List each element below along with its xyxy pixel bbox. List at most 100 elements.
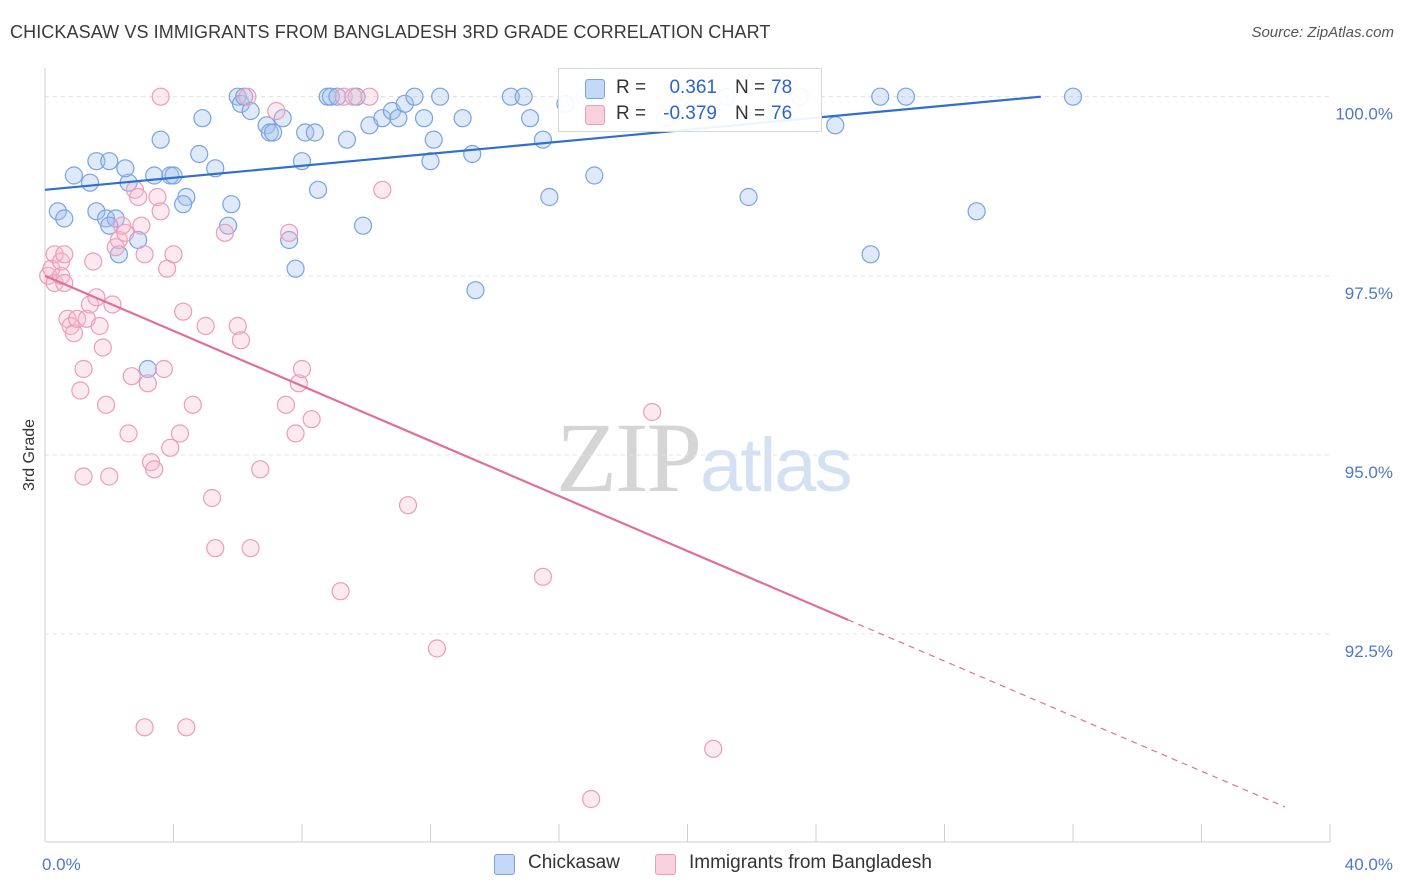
- legend-label: Immigrants from Bangladesh: [689, 852, 932, 873]
- chickasaw-point: [263, 123, 283, 142]
- n-label: N =: [735, 103, 766, 124]
- chickasaw-point: [273, 109, 292, 128]
- chickasaw-point: [48, 202, 67, 221]
- bangladesh-point: [148, 187, 167, 207]
- bangladesh-point: [161, 438, 180, 457]
- bangladesh-point: [206, 539, 225, 558]
- bangladesh-point: [135, 245, 154, 264]
- chickasaw-point: [405, 87, 424, 106]
- bangladesh-point: [132, 216, 151, 235]
- stats-row-bangladesh: R = -0.379 N = 76: [559, 101, 821, 129]
- chickasaw-point: [414, 109, 434, 128]
- chickasaw-point: [861, 245, 880, 264]
- chickasaw-point: [466, 281, 485, 300]
- chickasaw-point: [896, 87, 916, 106]
- chickasaw-point: [241, 101, 260, 121]
- bangladesh-trend-line: [44, 274, 849, 621]
- bangladesh-point: [93, 338, 112, 357]
- bangladesh-point: [138, 374, 157, 393]
- stats-swatch-bangladesh: [585, 105, 605, 125]
- bangladesh-point: [151, 87, 170, 106]
- bangladesh-point: [55, 245, 74, 264]
- grid-layer: [45, 96, 1330, 635]
- chart-legend: Chickasaw Immigrants from Bangladesh: [0, 852, 1406, 878]
- chickasaw-point: [138, 359, 157, 379]
- bangladesh-point: [90, 316, 109, 336]
- bangladesh-point: [122, 367, 141, 386]
- chickasaw-point: [501, 87, 520, 106]
- y-tick-label: 95.0%: [1345, 463, 1393, 482]
- r-label: R =: [616, 77, 647, 98]
- bangladesh-point: [331, 582, 350, 601]
- bangladesh-point: [164, 245, 183, 264]
- chickasaw-point: [585, 166, 604, 185]
- bangladesh-point: [84, 252, 103, 271]
- bangladesh-point: [302, 410, 321, 429]
- bangladesh-trend-line-extension: [847, 619, 1286, 808]
- stats-swatch-chickasaw: [585, 79, 605, 99]
- y-tick-label: 92.5%: [1345, 642, 1393, 661]
- bangladesh-point: [196, 316, 215, 336]
- bangladesh-point: [177, 718, 196, 737]
- bangladesh-point: [276, 395, 296, 414]
- bangladesh-point: [215, 223, 234, 242]
- chickasaw-point: [286, 259, 305, 278]
- y-tick-label: 97.5%: [1345, 284, 1393, 303]
- bangladesh-point: [174, 302, 193, 321]
- bangladesh-point: [344, 87, 363, 106]
- bangladesh-point: [231, 331, 251, 350]
- y-axis-title: 3rd Grade: [21, 419, 38, 491]
- chickasaw-point: [514, 87, 533, 106]
- bangladesh-point: [286, 424, 305, 443]
- bangladesh-point: [373, 180, 392, 199]
- chickasaw-point: [533, 130, 553, 149]
- chickasaw-point: [431, 87, 450, 106]
- bangladesh-point: [71, 381, 90, 400]
- chickasaw-point: [116, 159, 135, 178]
- chickasaw-point: [87, 152, 106, 171]
- x-tick-label: 40.0%: [1345, 855, 1393, 874]
- chickasaw-point: [222, 195, 241, 214]
- legend-swatch-chickasaw: [494, 854, 515, 875]
- axis-layer: [44, 68, 1331, 843]
- bangladesh-point: [292, 359, 312, 379]
- bangladesh-point: [251, 460, 270, 479]
- bangladesh-point: [427, 639, 447, 658]
- bangladesh-point: [145, 460, 164, 479]
- chickasaw-point: [540, 187, 559, 207]
- bangladesh-point: [334, 87, 353, 106]
- r-value: 0.361: [669, 77, 717, 98]
- n-label: N =: [735, 77, 766, 98]
- chickasaw-point: [151, 130, 170, 149]
- bangladesh-point: [154, 359, 173, 379]
- chickasaw-point: [174, 195, 193, 214]
- bangladesh-point: [202, 488, 222, 508]
- bangladesh-point: [109, 230, 128, 250]
- chickasaw-point: [373, 109, 392, 128]
- chickasaw-point: [871, 87, 890, 106]
- chickasaw-point: [87, 202, 106, 221]
- bangladesh-point: [74, 467, 93, 486]
- chickasaw-point: [145, 166, 164, 185]
- bangladesh-point: [533, 567, 553, 586]
- bangladesh-point: [241, 539, 260, 558]
- bangladesh-point: [96, 395, 116, 414]
- chart-source: Source: ZipAtlas.com: [1251, 24, 1394, 41]
- chickasaw-point: [64, 166, 84, 185]
- chickasaw-point: [739, 187, 758, 207]
- r-value: -0.379: [663, 103, 717, 124]
- n-value: 78: [771, 77, 793, 98]
- bangladesh-point: [119, 424, 138, 443]
- bangladesh-point: [289, 374, 308, 393]
- trend-layer: [44, 95, 1286, 808]
- legend-swatch-bangladesh: [655, 854, 676, 875]
- n-value: 76: [771, 103, 793, 124]
- chickasaw-point: [424, 130, 443, 149]
- y-tick-label: 100.0%: [1335, 105, 1393, 124]
- chickasaw-point: [100, 152, 119, 171]
- bangladesh-point: [135, 718, 154, 737]
- chickasaw-point: [463, 144, 482, 164]
- chickasaw-point: [280, 230, 299, 250]
- chickasaw-point: [353, 216, 373, 235]
